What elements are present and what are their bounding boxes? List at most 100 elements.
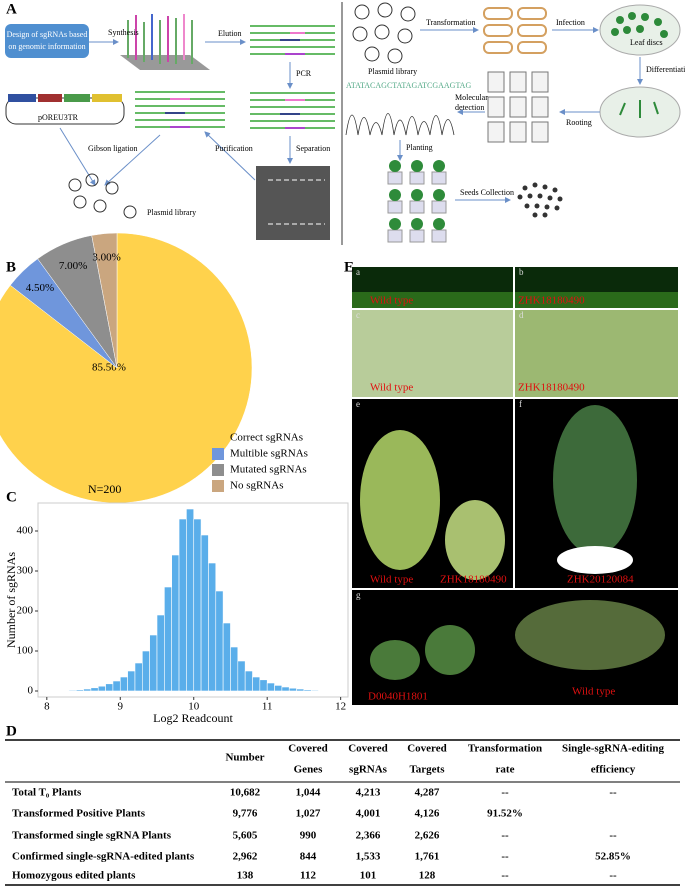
histogram-bar [303, 689, 312, 692]
histogram-bar [252, 676, 261, 692]
chip [120, 55, 210, 70]
histogram-bar [296, 688, 305, 692]
shoots [619, 100, 659, 118]
row-label: Transformed Positive Plants [12, 808, 146, 820]
plant [360, 430, 440, 570]
photo-panels [352, 267, 678, 705]
annotation: N=200 [88, 482, 121, 496]
table-cell: 844 [300, 851, 317, 863]
step-label: Planting [406, 143, 433, 152]
table-header: Single-sgRNA-editing [562, 743, 665, 755]
histogram-bar [90, 687, 99, 692]
histogram-bar [83, 688, 92, 692]
histogram-bar [230, 646, 239, 692]
photo-label: Wild type [370, 295, 413, 307]
design-box [5, 24, 89, 58]
step-label: Elution [218, 29, 242, 38]
photo-letter: g [356, 590, 361, 600]
table-cell: 990 [300, 830, 317, 842]
plasmid-element [64, 94, 90, 102]
histogram-bar [134, 662, 143, 692]
histogram-bar [142, 650, 150, 692]
table-cell: -- [501, 787, 509, 799]
photo-label: Wild type [572, 686, 615, 698]
photo-label: ZHK18180490 [518, 382, 585, 394]
step-label: Leaf discs [630, 38, 663, 47]
plant [445, 500, 505, 580]
histogram-bar [178, 518, 187, 692]
table-cell: 4,213 [356, 787, 381, 799]
histogram-bar [259, 679, 268, 692]
step-label: Plasmid library [147, 208, 196, 217]
table-cell: 10,682 [230, 787, 261, 799]
table-cell: 1,044 [296, 787, 321, 799]
table-cell: -- [609, 830, 617, 842]
table-header: efficiency [591, 764, 636, 776]
table-cell: 1,761 [415, 851, 440, 863]
x-axis-label: Log2 Readcount [153, 711, 233, 725]
sequence: ATATACAGCTATAGATCGAAGTAG [346, 81, 471, 90]
step-label: Transformation [426, 18, 475, 27]
legend-label: No sgRNAs [230, 480, 283, 492]
histogram-bar [186, 508, 195, 692]
x-tick-label: 8 [44, 701, 50, 713]
histogram-bar [222, 622, 231, 692]
table-header: Number [225, 752, 264, 764]
table-header: rate [496, 764, 515, 776]
table-cell: 4,001 [356, 808, 381, 820]
planted-pots [387, 160, 447, 243]
plasmid-element [38, 94, 62, 102]
oligo-array [127, 14, 193, 64]
histogram-bar [68, 689, 77, 692]
table-cell: 128 [419, 870, 436, 882]
table-cell: 9,776 [233, 808, 258, 820]
x-tick-label: 11 [262, 701, 273, 713]
step-label: Differentiation [646, 65, 685, 74]
oligo-pool [250, 25, 335, 55]
y-tick-label: 100 [17, 645, 34, 657]
step-label: Infection [556, 18, 585, 27]
photo-label: ZHK20120084 [567, 574, 634, 586]
plasmid-element [8, 94, 36, 102]
table-header: Covered [348, 743, 388, 755]
table-cell: -- [501, 851, 509, 863]
agrobacteria [483, 7, 547, 54]
histogram-bar [266, 682, 275, 692]
table-cell: 2,962 [233, 851, 258, 863]
legend-swatch [212, 464, 224, 476]
row-label: Confirmed single-sgRNA-edited plants [12, 851, 195, 863]
legend-label: Correct sgRNAs [230, 432, 303, 444]
photo-letter: b [519, 267, 524, 277]
photo-label: D0040H1801 [368, 691, 428, 703]
leaf-discs [611, 12, 668, 38]
table-cell: 4,126 [415, 808, 440, 820]
panel-label: A [6, 1, 17, 17]
legend-swatch [212, 448, 224, 460]
arrow [104, 134, 161, 186]
step-label: detection [455, 103, 484, 112]
table-header: Transformation [468, 743, 542, 755]
histogram-bar [97, 685, 106, 692]
step-label: Purification [215, 144, 253, 153]
plant [425, 625, 475, 675]
histogram-bar [215, 590, 224, 692]
photo-letter: d [519, 310, 524, 320]
seeds [517, 182, 563, 218]
design-text: on genomic information [8, 42, 85, 51]
plasmid-circles [68, 173, 137, 219]
photo-letter: a [356, 267, 360, 277]
x-tick-label: 12 [335, 701, 346, 713]
row-label: Total T₀ Plants [12, 787, 82, 799]
step-label: Molecular [455, 93, 488, 102]
step-label: Separation [296, 144, 330, 153]
pie-slice [91, 232, 118, 369]
histogram-bar [149, 634, 158, 692]
slice-label: 4.50% [26, 282, 54, 294]
table-cell: 112 [300, 870, 316, 882]
plant [515, 600, 665, 670]
row-label: Homozygous edited plants [12, 870, 136, 882]
table-cell: 101 [360, 870, 377, 882]
slice-label: 3.00% [92, 251, 120, 263]
y-tick-label: 300 [17, 565, 34, 577]
